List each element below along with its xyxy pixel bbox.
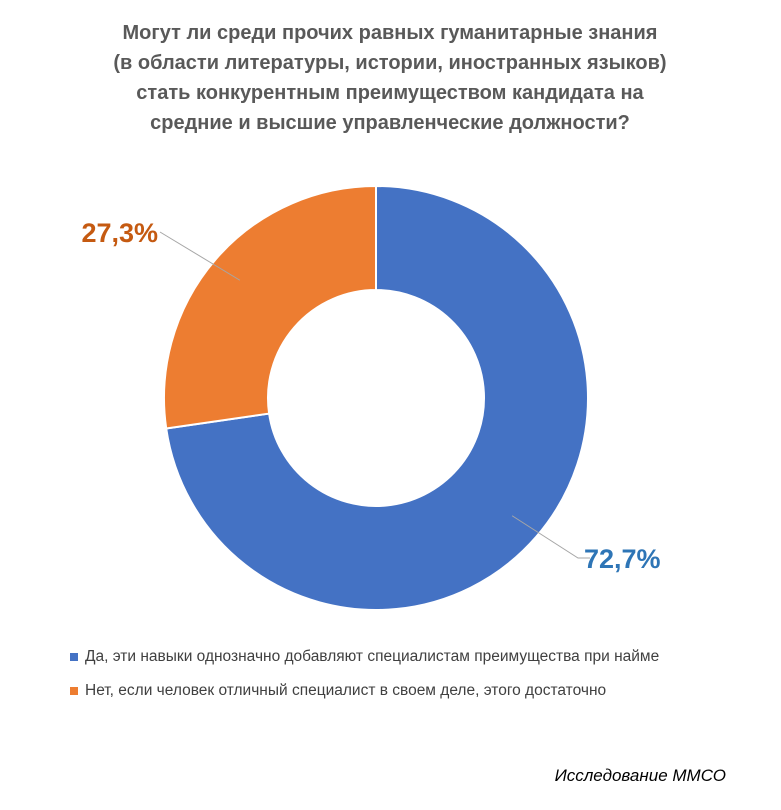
source-note: Исследование ММСО [554,766,726,785]
slice-yes [165,184,589,611]
legend-item-no: Нет, если человек отличный специалист в … [70,679,730,702]
slice-no [163,184,377,430]
legend-label-no: Нет, если человек отличный специалист в … [85,682,607,699]
chart-title-line: (в области литературы, истории, иностран… [113,52,667,74]
leader-line-no [159,231,241,281]
legend-swatch-no [70,687,78,695]
chart-legend: Да, эти навыки однозначно добавляют спец… [70,645,730,713]
chart-title-line: Могут ли среди прочих равных гуманитарны… [122,22,658,44]
leader-line-yes [511,515,590,559]
data-label-no: 27,3% [81,218,158,248]
chart-title-line: средние и высшие управленческие должност… [150,112,630,134]
legend-label-yes: Да, эти навыки однозначно добавляют спец… [85,648,660,665]
legend-item-yes: Да, эти навыки однозначно добавляют спец… [70,645,730,668]
chart-title: Могут ли среди прочих равных гуманитарны… [40,18,740,138]
data-label-yes: 72,7% [584,544,661,574]
chart-title-line: стать конкурентным преимуществом кандида… [136,82,644,104]
legend-swatch-yes [70,653,78,661]
